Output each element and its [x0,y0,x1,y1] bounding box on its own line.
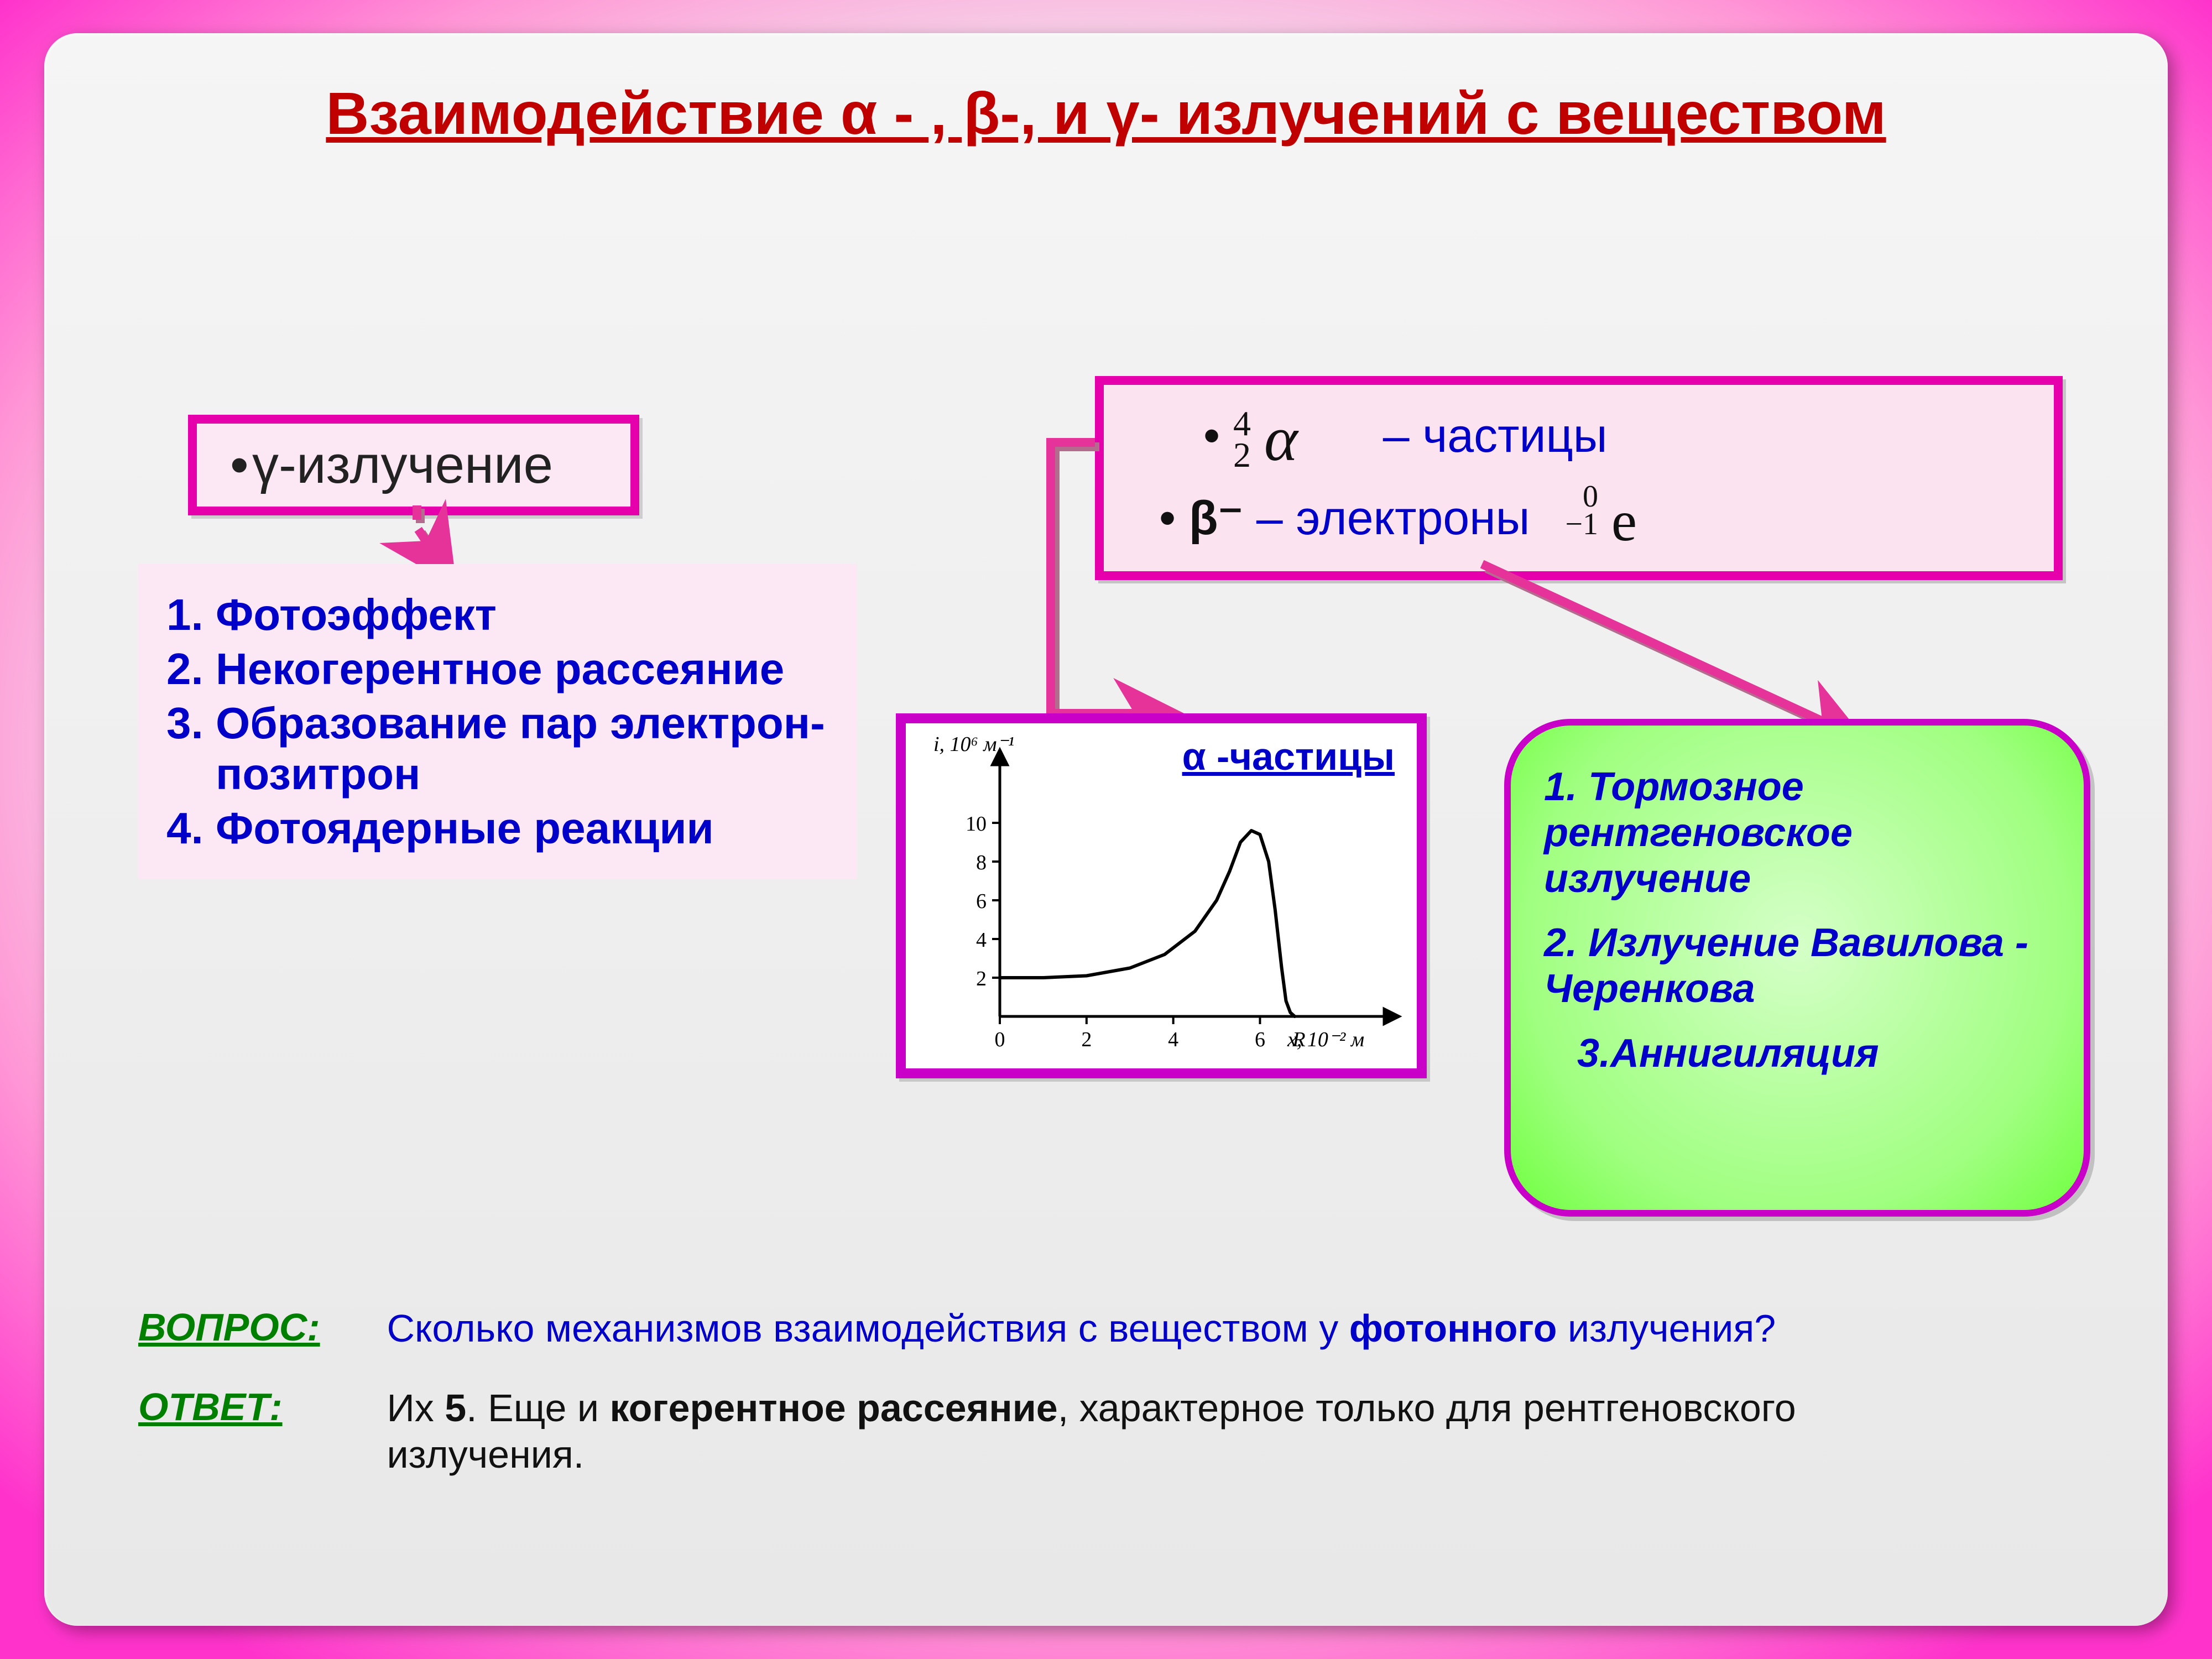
question-row: ВОПРОС: Сколько механизмов взаимодействи… [138,1305,2074,1352]
slide: Взаимодействие α - , β-, и γ- излучений … [44,33,2168,1626]
svg-text:i, 10⁶ м⁻¹: i, 10⁶ м⁻¹ [933,733,1014,756]
qa-section: ВОПРОС: Сколько механизмов взаимодействи… [138,1305,2074,1478]
list-item: Некогерентное рассеяние [216,644,835,695]
list-item: 2. Излучение Вавилова - Черенкова [1544,920,2051,1012]
list-item: Фотоэффект [216,589,835,640]
svg-text:2: 2 [976,967,987,990]
alpha-chart-box: α -частицы 2468100246Ri, 10⁶ м⁻¹x, 10⁻² … [896,713,1427,1078]
beta-text: – электроны [1256,492,1543,545]
beta-mechanisms-box: 1. Тормозное рентгеновское излучение 2. … [1504,719,2090,1217]
svg-text:6: 6 [976,890,987,913]
question-text: Сколько механизмов взаимодействия с веще… [387,1305,1990,1352]
beta-line: • β⁻ – электроны 0 −1 е [1159,483,2032,560]
svg-text:6: 6 [1255,1028,1265,1051]
particles-box: • 4 2 α – частицы • β⁻ – электроны 0 −1 … [1095,376,2063,580]
svg-text:x, 10⁻² м: x, 10⁻² м [1287,1028,1364,1051]
svg-text:8: 8 [976,851,987,874]
beta-symbol: β⁻ [1189,492,1243,545]
alpha-line: • 4 2 α – частицы [1203,396,2032,483]
answer-text: Их 5. Еще и когерентное рассеяние, харак… [387,1385,1990,1478]
answer-label: ОТВЕТ: [138,1385,376,1429]
list-item: Фотоядерные реакции [216,803,835,854]
slide-title: Взаимодействие α - , β-, и γ- излучений … [100,77,2112,149]
question-label: ВОПРОС: [138,1305,376,1349]
electron-mass-charge: 0 −1 [1565,483,1598,539]
alpha-chart: 2468100246Ri, 10⁶ м⁻¹x, 10⁻² м [906,723,1415,1066]
alpha-mass-charge: 4 2 [1233,408,1251,471]
gamma-label-box: γ-излучение [188,415,639,515]
svg-text:0: 0 [995,1028,1005,1051]
answer-row: ОТВЕТ: Их 5. Еще и когерентное рассеяние… [138,1385,2074,1478]
electron-symbol: е [1611,489,1637,553]
list-item: 3.Аннигиляция [1577,1031,2051,1077]
gamma-mechanisms-list: Фотоэффект Некогерентное рассеяние Образ… [138,564,857,879]
alpha-symbol: α [1264,404,1298,474]
svg-text:4: 4 [976,928,987,952]
gamma-label-text: γ-излучение [252,435,553,494]
svg-text:10: 10 [966,812,987,836]
list-item: 1. Тормозное рентгеновское излучение [1544,764,2051,901]
arrow-particles-to-chart [1045,442,1189,730]
alpha-text: – частицы [1383,409,1608,462]
svg-text:4: 4 [1168,1028,1178,1051]
svg-text:2: 2 [1081,1028,1092,1051]
list-item: Образование пар электрон-позитрон [216,698,835,800]
